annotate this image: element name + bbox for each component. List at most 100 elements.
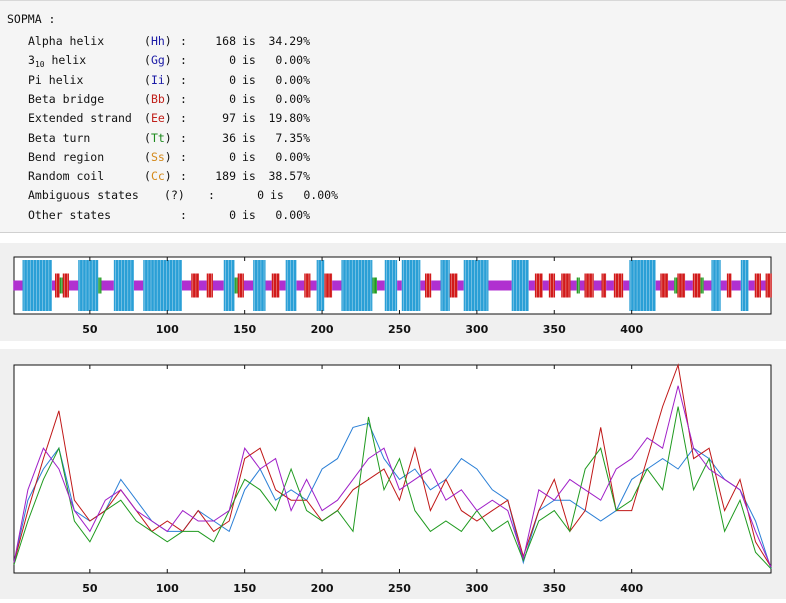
state-percent: 7.35% <box>275 130 310 145</box>
segment-strand <box>692 273 701 298</box>
colon-separator: : <box>180 169 187 184</box>
state-code: (Gg) <box>144 53 172 68</box>
segment-helix <box>463 260 489 311</box>
segment-helix <box>78 260 99 311</box>
segment-coil <box>68 280 79 291</box>
segment-helix <box>253 260 266 311</box>
segment-coil <box>181 280 192 291</box>
state-name: Beta turn <box>28 130 91 145</box>
segment-coil <box>431 280 441 291</box>
state-code-letters: Ee <box>150 111 165 126</box>
x-tick-label: 250 <box>388 582 411 595</box>
segment-strand <box>449 273 458 298</box>
segment-coil <box>579 280 585 291</box>
segment-strand <box>55 273 60 298</box>
segment-strand <box>534 273 543 298</box>
segment-coil <box>279 280 286 291</box>
segment-coil <box>243 280 254 291</box>
segment-coil <box>703 280 712 291</box>
segment-turn <box>372 277 378 294</box>
segment-helix <box>341 260 373 311</box>
score-line-1 <box>13 363 772 568</box>
state-count: 0 <box>257 188 264 203</box>
colon-separator: : <box>180 91 187 106</box>
segment-helix <box>511 260 529 311</box>
state-code: (Hh) <box>144 34 172 48</box>
state-name-subscript: 10 <box>34 60 45 70</box>
segment-coil <box>720 280 727 291</box>
x-tick-label: 150 <box>233 323 256 336</box>
segment-helix <box>113 260 134 311</box>
state-code: (Ee) <box>144 111 172 126</box>
state-code-letters: Ss <box>150 149 165 164</box>
segment-strand <box>237 273 244 298</box>
segment-strand <box>62 273 69 298</box>
segment-coil <box>310 280 317 291</box>
state-percent: 0.00% <box>275 149 310 164</box>
state-count: 97 <box>222 111 236 126</box>
is-word: is <box>242 111 256 126</box>
state-code-letters: Ii <box>150 72 165 87</box>
segment-coil <box>296 280 305 291</box>
x-tick-label: 100 <box>156 582 179 595</box>
colon-separator: : <box>180 207 187 222</box>
state-count: 0 <box>229 53 236 68</box>
segment-coil <box>623 280 630 291</box>
segment-coil <box>488 280 512 291</box>
state-count: 168 <box>215 34 236 48</box>
x-tick-label: 400 <box>620 582 643 595</box>
state-code-letters: Hh <box>150 34 165 48</box>
segment-coil <box>606 280 614 291</box>
state-code-letters: Bb <box>150 91 165 106</box>
score-line-3 <box>13 385 772 568</box>
segment-coil <box>555 280 562 291</box>
x-tick-label: 250 <box>388 323 411 336</box>
state-name: Alpha helix <box>28 34 105 48</box>
state-name-tail: helix <box>44 53 87 68</box>
state-count: 0 <box>229 72 236 87</box>
x-tick-label: 200 <box>311 323 334 336</box>
x-tick-label: 300 <box>465 582 488 595</box>
segment-coil <box>265 280 272 291</box>
segment-coil <box>542 280 549 291</box>
segment-coil <box>212 280 224 291</box>
segment-coil <box>570 280 577 291</box>
is-word: is <box>242 130 256 145</box>
x-tick-label: 350 <box>543 323 566 336</box>
state-percent: 34.29% <box>268 34 310 48</box>
segment-helix <box>285 260 297 311</box>
score-line-2 <box>13 406 772 570</box>
state-count: 189 <box>215 169 236 184</box>
segment-coil <box>748 280 755 291</box>
segment-coil <box>760 280 766 291</box>
state-code: (?) <box>164 188 185 203</box>
colon-separator: : <box>180 72 187 87</box>
segment-coil <box>668 280 675 291</box>
segment-coil <box>133 280 144 291</box>
state-percent: 38.57% <box>268 169 310 184</box>
x-tick-label: 50 <box>82 323 98 336</box>
segment-strand <box>660 273 669 298</box>
segment-helix <box>740 260 749 311</box>
state-code-letters: ? <box>170 188 178 203</box>
colon-separator: : <box>180 111 187 126</box>
x-tick-label: 400 <box>620 323 643 336</box>
x-tick-label: 150 <box>233 582 256 595</box>
segment-coil <box>655 280 661 291</box>
segment-strand <box>206 273 213 298</box>
colon-separator: : <box>180 130 187 145</box>
is-word: is <box>242 169 256 184</box>
prediction-score-chart: 50 100 150 200 250 300 350 400 <box>13 363 772 595</box>
is-word: is <box>270 188 284 203</box>
state-code: (Ii) <box>144 72 172 87</box>
segment-strand <box>324 273 333 298</box>
state-count: 0 <box>229 149 236 164</box>
segment-coil <box>397 280 402 291</box>
segment-coil <box>101 280 114 291</box>
segment-helix <box>384 260 398 311</box>
segment-coil <box>420 280 426 291</box>
is-word: is <box>242 207 256 222</box>
state-code-letters: Tt <box>150 130 165 145</box>
segment-strand <box>726 273 732 298</box>
segment-coil <box>377 280 385 291</box>
